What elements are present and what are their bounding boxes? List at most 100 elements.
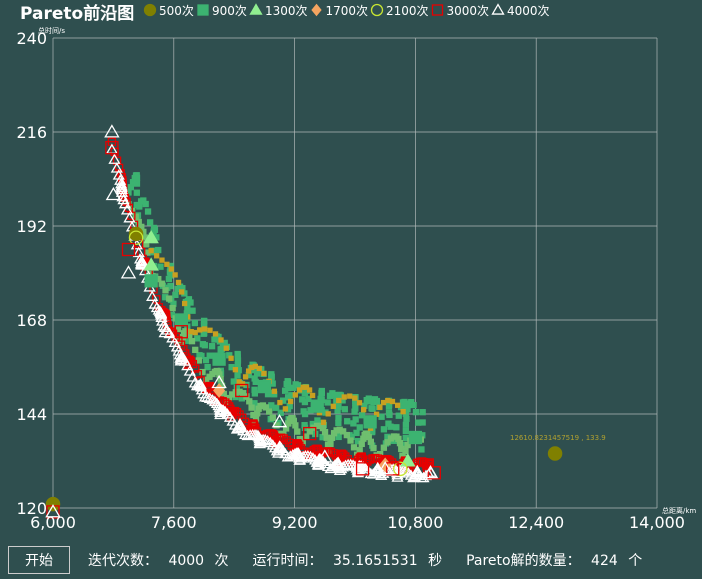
cloud-point — [337, 460, 350, 472]
cloud-point — [157, 263, 164, 270]
cloud-point — [261, 370, 267, 377]
cloud-point — [344, 418, 351, 425]
data-point — [212, 352, 226, 366]
cloud-point — [402, 421, 410, 428]
cloud-point — [206, 352, 213, 359]
cloud-point — [373, 397, 381, 405]
cloud-point — [277, 399, 283, 406]
cloud-point — [146, 219, 154, 226]
data-point — [121, 242, 136, 257]
pareto-point-clouds — [105, 137, 438, 483]
cloud-point — [294, 428, 301, 435]
cloud-point — [320, 419, 327, 425]
x-tick-label: 7,600 — [151, 513, 197, 532]
cloud-point — [232, 408, 242, 417]
cloud-point — [399, 465, 412, 476]
cloud-point — [304, 450, 317, 462]
cloud-point — [352, 416, 359, 423]
cloud-point — [252, 378, 259, 386]
legend-marker — [143, 3, 157, 17]
cloud-point — [268, 373, 275, 380]
data-point — [143, 229, 159, 244]
legend-label: 1700次 — [326, 4, 369, 18]
start-button[interactable]: 开始 — [8, 546, 70, 574]
legend-marker — [311, 3, 322, 17]
cloud-point — [183, 365, 196, 376]
cloud-point — [306, 387, 313, 393]
cloud-point — [234, 351, 241, 359]
cloud-point — [292, 422, 299, 429]
cloud-point — [148, 248, 154, 254]
cloud-point — [305, 395, 312, 402]
cloud-point — [356, 400, 363, 406]
cloud-point — [120, 204, 134, 215]
cloud-point — [207, 327, 213, 333]
cloud-point — [370, 444, 377, 452]
data-point — [386, 462, 400, 476]
data-point — [105, 186, 122, 201]
cloud-point — [202, 356, 210, 364]
cloud-point — [132, 213, 139, 220]
cloud-point — [234, 372, 241, 379]
legend-label: 1300次 — [265, 4, 308, 18]
cloud-point — [110, 162, 123, 173]
cloud-point — [133, 174, 141, 181]
cloud-point — [136, 255, 149, 267]
cloud-point — [206, 393, 219, 405]
cloud-point — [404, 406, 411, 413]
data-point — [547, 446, 563, 461]
cloud-point — [365, 455, 375, 464]
cloud-point — [389, 398, 396, 405]
x-tick-label: 9,200 — [272, 513, 318, 532]
cloud-point — [201, 326, 208, 332]
cloud-point — [341, 394, 347, 400]
cloud-point — [380, 426, 388, 433]
point-annotation: 12610.8231457519 , 133.9 — [510, 434, 606, 442]
cloud-point — [419, 409, 426, 416]
cloud-point — [287, 398, 294, 405]
cloud-point — [380, 399, 387, 406]
data-point — [143, 257, 159, 271]
data-point — [158, 323, 174, 338]
y-axis-label: 总时间/s — [38, 26, 65, 35]
cloud-point — [115, 180, 128, 191]
cloud-point — [380, 444, 388, 451]
cloud-point — [328, 459, 342, 470]
data-point — [422, 464, 439, 479]
cloud-point — [189, 307, 196, 314]
cloud-point — [218, 337, 224, 343]
cloud-point — [192, 346, 199, 354]
cloud-point — [186, 371, 199, 382]
data-point — [211, 374, 227, 389]
cloud-point — [123, 212, 136, 223]
cloud-point — [242, 374, 249, 380]
cloud-point — [117, 193, 130, 205]
legend-label: 2100次 — [386, 4, 429, 18]
cloud-point — [248, 404, 255, 411]
cloud-point — [323, 434, 330, 441]
cloud-point — [402, 427, 409, 435]
cloud-point — [352, 395, 358, 401]
cloud-point — [246, 398, 253, 405]
run-time: 运行时间： 35.1651531 秒 — [253, 550, 449, 570]
pareto-count-value: 424 — [591, 553, 618, 569]
cloud-point — [347, 393, 353, 399]
cloud-point — [142, 200, 149, 208]
y-tick-label: 120 — [16, 499, 47, 518]
cloud-point — [197, 327, 203, 333]
cloud-point — [178, 289, 185, 295]
grid — [52, 37, 658, 509]
data-point — [128, 226, 144, 242]
cloud-point — [212, 331, 219, 337]
data-point — [363, 415, 377, 429]
iteration-unit: 次 — [214, 553, 229, 569]
cloud-point — [251, 390, 259, 397]
cloud-point — [403, 415, 410, 422]
cloud-point — [336, 397, 342, 404]
cloud-point — [155, 311, 168, 322]
data-point — [408, 430, 423, 445]
cloud-point — [347, 437, 354, 444]
pareto-chart: Pareto前沿图 500次 900次 1300次 1700次 2100次 3000次 40… — [16, 3, 696, 532]
cloud-point — [339, 450, 348, 459]
cloud-point — [358, 440, 365, 448]
